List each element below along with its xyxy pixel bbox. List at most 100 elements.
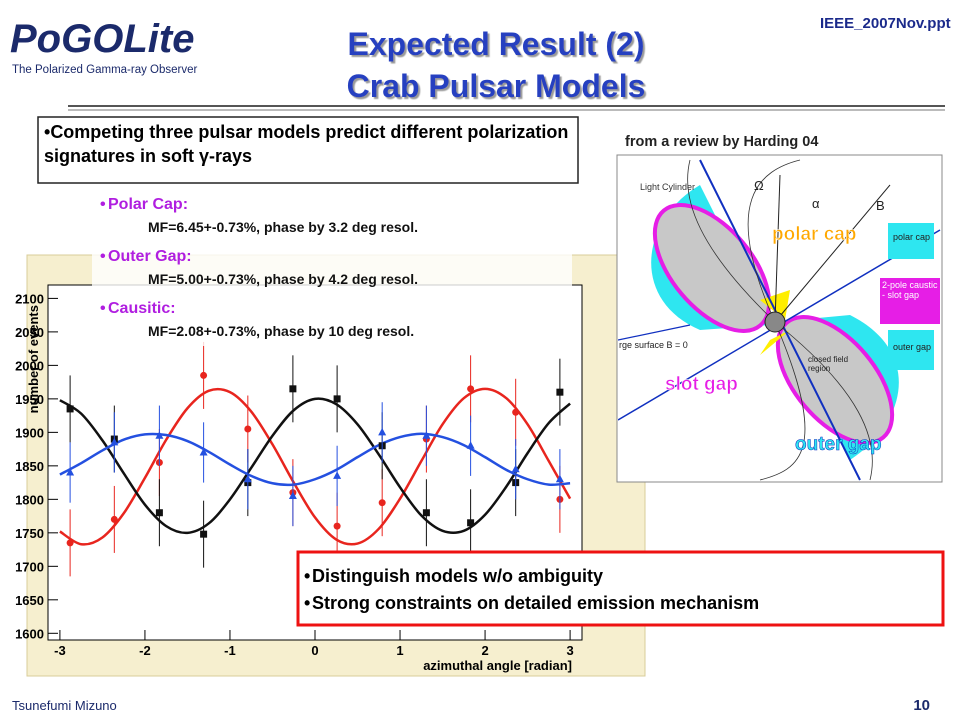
y-tick-label: 1850 bbox=[15, 459, 44, 474]
label: B bbox=[876, 198, 885, 213]
title: Expected Result (2) bbox=[348, 26, 645, 62]
label: outer gap bbox=[893, 342, 931, 352]
y-tick-label: 1800 bbox=[15, 492, 44, 507]
data-point bbox=[466, 441, 475, 449]
bullet: • bbox=[304, 566, 310, 586]
data-point bbox=[556, 388, 564, 396]
file-name: IEEE_2007Nov.ppt bbox=[820, 15, 951, 32]
data-point bbox=[199, 447, 208, 456]
data-point bbox=[555, 474, 564, 483]
model-name: Outer Gap: bbox=[108, 248, 192, 265]
key-box bbox=[888, 223, 934, 259]
label-polar: polar cap bbox=[772, 224, 856, 245]
model-name: Causitic: bbox=[108, 300, 176, 317]
y-tick-label: 2000 bbox=[15, 358, 44, 373]
model-curve bbox=[59, 397, 571, 535]
data-point bbox=[288, 491, 297, 499]
label: rge surface B = 0 bbox=[619, 340, 688, 350]
data-point bbox=[467, 519, 475, 527]
y-tick-label: 1600 bbox=[15, 626, 44, 641]
model-detail: MF=2.08+-0.73%, phase by 10 deg resol. bbox=[148, 323, 414, 339]
page-number: 10 bbox=[913, 697, 930, 714]
diagram-caption: from a review by Harding 04 bbox=[625, 134, 818, 150]
author: Tsunefumi Mizuno bbox=[12, 698, 117, 713]
data-point bbox=[378, 427, 387, 436]
label: 2-pole caustic - slot gap bbox=[882, 280, 938, 300]
x-tick-label: 2 bbox=[481, 643, 488, 658]
logo: PoGOLite bbox=[10, 17, 194, 61]
data-point bbox=[511, 464, 520, 473]
label: polar cap bbox=[893, 232, 930, 242]
label: closed field region bbox=[808, 355, 849, 373]
data-point bbox=[200, 530, 208, 538]
star bbox=[764, 311, 786, 333]
bullet: • bbox=[304, 593, 310, 613]
data-point bbox=[155, 509, 163, 517]
data-point bbox=[333, 395, 341, 403]
data-point bbox=[66, 468, 75, 476]
model-detail: MF=6.45+-0.73%, phase by 3.2 deg resol. bbox=[148, 219, 418, 235]
model-curve bbox=[59, 432, 571, 487]
data-point bbox=[200, 371, 208, 379]
x-tick-label: 0 bbox=[311, 643, 318, 658]
y-axis-label: number of events bbox=[26, 305, 41, 413]
model-curve bbox=[59, 387, 572, 546]
x-tick-label: 1 bbox=[396, 643, 403, 658]
omega-axis bbox=[774, 174, 781, 323]
label-slot: slot gap bbox=[665, 374, 738, 395]
y-tick-label: 1650 bbox=[15, 593, 44, 608]
data-point bbox=[66, 539, 74, 547]
surface-line bbox=[618, 324, 691, 341]
label: Light Cylinder bbox=[640, 182, 695, 192]
label: α bbox=[812, 196, 820, 211]
y-tick-label: 1700 bbox=[15, 559, 44, 574]
y-tick-label: 1950 bbox=[15, 392, 44, 407]
data-point bbox=[422, 509, 430, 517]
data-point bbox=[512, 408, 520, 416]
title: Crab Pulsar Models bbox=[347, 68, 646, 104]
lobe bbox=[652, 203, 772, 333]
key-box bbox=[888, 330, 934, 370]
bullet: • bbox=[100, 248, 106, 265]
field-line bbox=[687, 159, 873, 481]
diagram: Light Cylinder Ω α B polar cap 2-pole ca… bbox=[616, 154, 943, 483]
data-point bbox=[244, 425, 252, 433]
data-point bbox=[66, 405, 74, 413]
conclusion: Distinguish models w/o ambiguity bbox=[312, 566, 603, 586]
intro-box bbox=[37, 116, 579, 184]
conclusion: Strong constraints on detailed emission … bbox=[312, 593, 759, 613]
logo-subtitle: The Polarized Gamma-ray Observer bbox=[12, 64, 198, 76]
y-tick-label: 1900 bbox=[15, 425, 44, 440]
x-tick-label: 3 bbox=[566, 643, 573, 658]
data-point bbox=[422, 431, 431, 439]
data-point bbox=[110, 437, 119, 446]
y-tick-label: 1750 bbox=[15, 526, 44, 541]
data-point bbox=[243, 474, 252, 483]
bullet: • bbox=[100, 196, 106, 213]
data-point bbox=[333, 471, 342, 479]
data-point bbox=[467, 385, 475, 393]
intro: •Competing three pulsar models predict d… bbox=[44, 122, 569, 166]
x-tick-label: -1 bbox=[224, 643, 236, 658]
data-point bbox=[378, 499, 386, 507]
data-point bbox=[110, 515, 118, 523]
slot bbox=[760, 290, 790, 355]
y-tick-label: 2100 bbox=[15, 291, 44, 306]
models-box bbox=[92, 190, 572, 346]
x-tick-label: -2 bbox=[139, 643, 151, 658]
x-axis-label: azimuthal angle [radian] bbox=[423, 658, 572, 673]
bullet: • bbox=[100, 300, 106, 317]
y-tick-label: 2050 bbox=[15, 325, 44, 340]
label-outer: outer gap bbox=[795, 434, 882, 455]
b-axis bbox=[774, 184, 891, 323]
key-box bbox=[880, 278, 940, 324]
data-point bbox=[289, 385, 297, 393]
data-point bbox=[333, 522, 341, 530]
model-name: Polar Cap: bbox=[108, 196, 188, 213]
model-detail: MF=5.00+-0.73%, phase by 4.2 deg resol. bbox=[148, 271, 418, 287]
conclusion-box bbox=[296, 550, 945, 627]
data-point bbox=[155, 431, 164, 439]
intro-text: Competing three pulsar models predict di… bbox=[44, 122, 569, 166]
